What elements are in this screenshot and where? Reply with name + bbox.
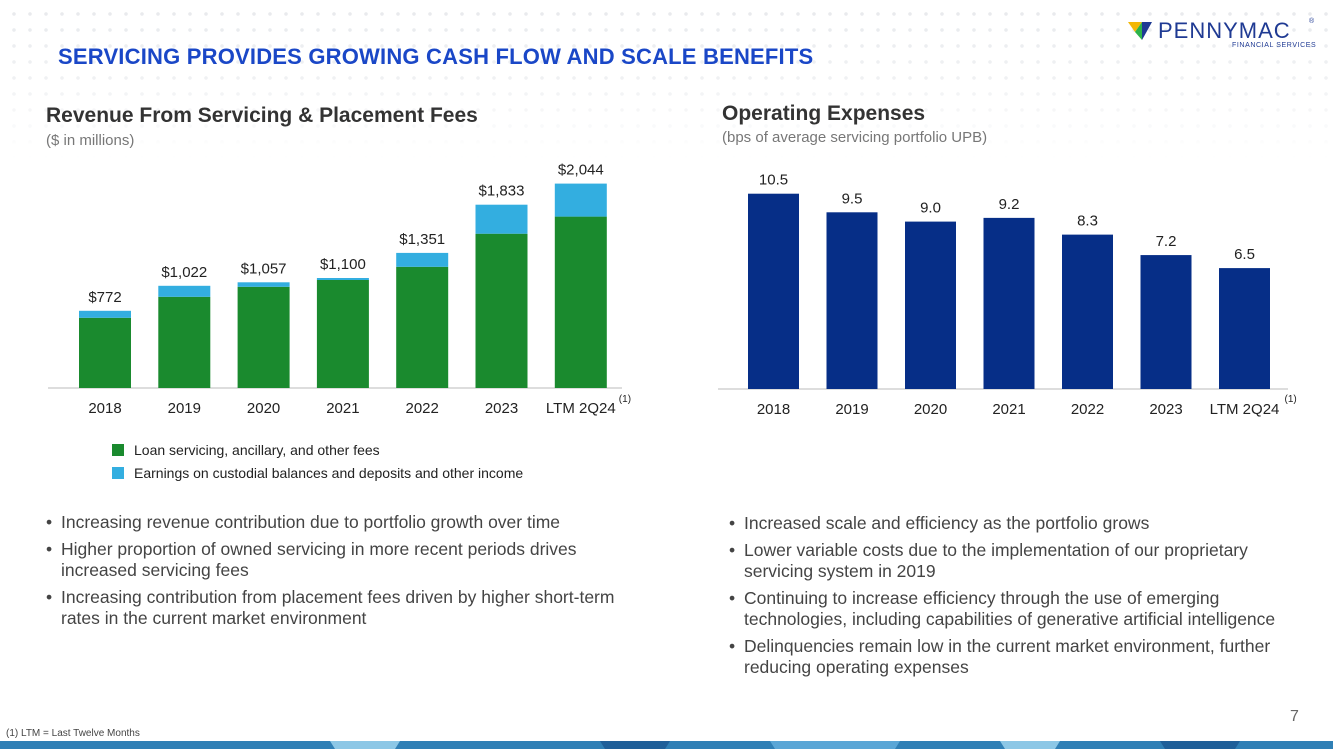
bar-segment-custodial-earnings — [79, 310, 131, 318]
logo-wordmark: PENNYMAC — [1158, 18, 1291, 43]
opex-chart-title: Operating Expenses — [722, 102, 926, 125]
x-tick-label: 2023 — [1149, 401, 1182, 418]
logo-subtext: FINANCIAL SERVICES — [1232, 42, 1317, 49]
opex-bar — [748, 193, 799, 389]
footnote-marker: (1) — [619, 394, 631, 405]
bar-segment-servicing-fees — [79, 317, 131, 388]
x-tick-label: 2020 — [247, 400, 280, 417]
bar-segment-custodial-earnings — [316, 278, 369, 280]
opex-chart-subtitle: (bps of average servicing portfolio UPB) — [722, 129, 988, 146]
x-tick-label: 2022 — [406, 400, 439, 417]
bar-segment-servicing-fees — [475, 233, 528, 388]
legend-swatch-green — [112, 443, 124, 456]
x-tick-label: LTM 2Q24 — [546, 400, 616, 417]
legend-item-servicing-fees: Loan servicing, ancillary, and other fee… — [112, 438, 523, 461]
bar-segment-servicing-fees — [396, 266, 449, 388]
bullet-item: Increased scale and efficiency as the po… — [729, 513, 1289, 534]
x-tick-label: 2019 — [168, 400, 201, 417]
opex-bar-chart: 10.5 2018 9.5 2019 9.0 2020 9.2 2021 8.3 2022 7.2 2… — [718, 172, 1297, 418]
opex-bar — [826, 212, 878, 389]
bar-total-label: $1,022 — [161, 264, 207, 281]
legend-label: Earnings on custodial balances and depos… — [134, 464, 524, 481]
bar-segment-servicing-fees — [554, 216, 607, 388]
legend-label: Loan servicing, ancillary, and other fee… — [134, 441, 380, 458]
revenue-chart-subtitle: ($ in millions) — [46, 132, 135, 149]
opex-bar — [1062, 234, 1113, 389]
logo-registered-mark: ® — [1309, 18, 1315, 25]
x-tick-label: 2018 — [88, 400, 121, 417]
bar-value-label: 8.3 — [1077, 213, 1098, 230]
bar-total-label: $1,833 — [479, 183, 525, 200]
footnote-marker: (1) — [1285, 394, 1297, 405]
bar-total-label: $772 — [88, 289, 121, 306]
x-tick-label: 2021 — [992, 401, 1025, 418]
bullet-item: Continuing to increase efficiency throug… — [729, 588, 1289, 630]
bar-segment-servicing-fees — [158, 296, 211, 388]
x-tick-label: 2020 — [914, 401, 947, 418]
revenue-bullet-list: Increasing revenue contribution due to p… — [46, 512, 646, 635]
bullet-item: Higher proportion of owned servicing in … — [46, 539, 646, 581]
opex-bar — [1140, 255, 1192, 389]
bar-value-label: 6.5 — [1234, 246, 1255, 263]
page-title: SERVICING PROVIDES GROWING CASH FLOW AND… — [58, 44, 814, 69]
bar-value-label: 9.0 — [920, 200, 941, 217]
bar-segment-custodial-earnings — [396, 252, 449, 267]
page-number: 7 — [1290, 708, 1299, 725]
bullet-item: Lower variable costs due to the implemen… — [729, 540, 1289, 582]
logo-mark-icon — [1128, 22, 1152, 40]
x-tick-label: 2021 — [326, 400, 359, 417]
bar-total-label: $1,100 — [320, 256, 366, 273]
opex-bar — [1219, 268, 1270, 389]
opex-bar — [905, 221, 956, 389]
bullet-item: Increasing revenue contribution due to p… — [46, 512, 646, 533]
bar-total-label: $1,057 — [241, 260, 287, 277]
bar-value-label: 7.2 — [1156, 233, 1177, 250]
revenue-chart-legend: Loan servicing, ancillary, and other fee… — [112, 438, 523, 484]
bottom-decorative-band — [0, 741, 1333, 749]
bar-segment-custodial-earnings — [554, 183, 607, 217]
bullet-item: Delinquencies remain low in the current … — [729, 636, 1289, 678]
x-tick-label: 2018 — [757, 401, 790, 418]
bar-segment-servicing-fees — [316, 280, 369, 388]
opex-bar — [983, 217, 1035, 389]
footnote: (1) LTM = Last Twelve Months — [6, 728, 140, 739]
bar-segment-custodial-earnings — [475, 204, 528, 234]
dot-pattern-background — [0, 0, 1333, 160]
pennymac-logo: PENNYMAC ® FINANCIAL SERVICES — [1128, 18, 1318, 50]
x-tick-label: 2023 — [485, 400, 518, 417]
bar-segment-servicing-fees — [237, 286, 290, 388]
bar-value-label: 9.5 — [842, 190, 863, 207]
bar-segment-custodial-earnings — [158, 285, 211, 297]
legend-swatch-blue — [112, 466, 124, 479]
x-tick-label: LTM 2Q24 — [1210, 401, 1280, 418]
revenue-stacked-bar-chart: $772 2018 $1,022 2019 $1,057 2020 $1,100 2021 $1… — [48, 162, 631, 417]
bullet-item: Increasing contribution from placement f… — [46, 587, 646, 629]
x-tick-label: 2019 — [835, 401, 868, 418]
bar-total-label: $1,351 — [399, 231, 445, 248]
revenue-chart-title: Revenue From Servicing & Placement Fees — [46, 104, 478, 127]
x-tick-label: 2022 — [1071, 401, 1104, 418]
opex-bullet-list: Increased scale and efficiency as the po… — [729, 513, 1289, 684]
bar-segment-custodial-earnings — [237, 282, 290, 287]
legend-item-custodial-earnings: Earnings on custodial balances and depos… — [112, 461, 523, 484]
bar-value-label: 10.5 — [759, 172, 788, 189]
bar-value-label: 9.2 — [999, 196, 1020, 213]
bar-total-label: $2,044 — [558, 162, 604, 179]
